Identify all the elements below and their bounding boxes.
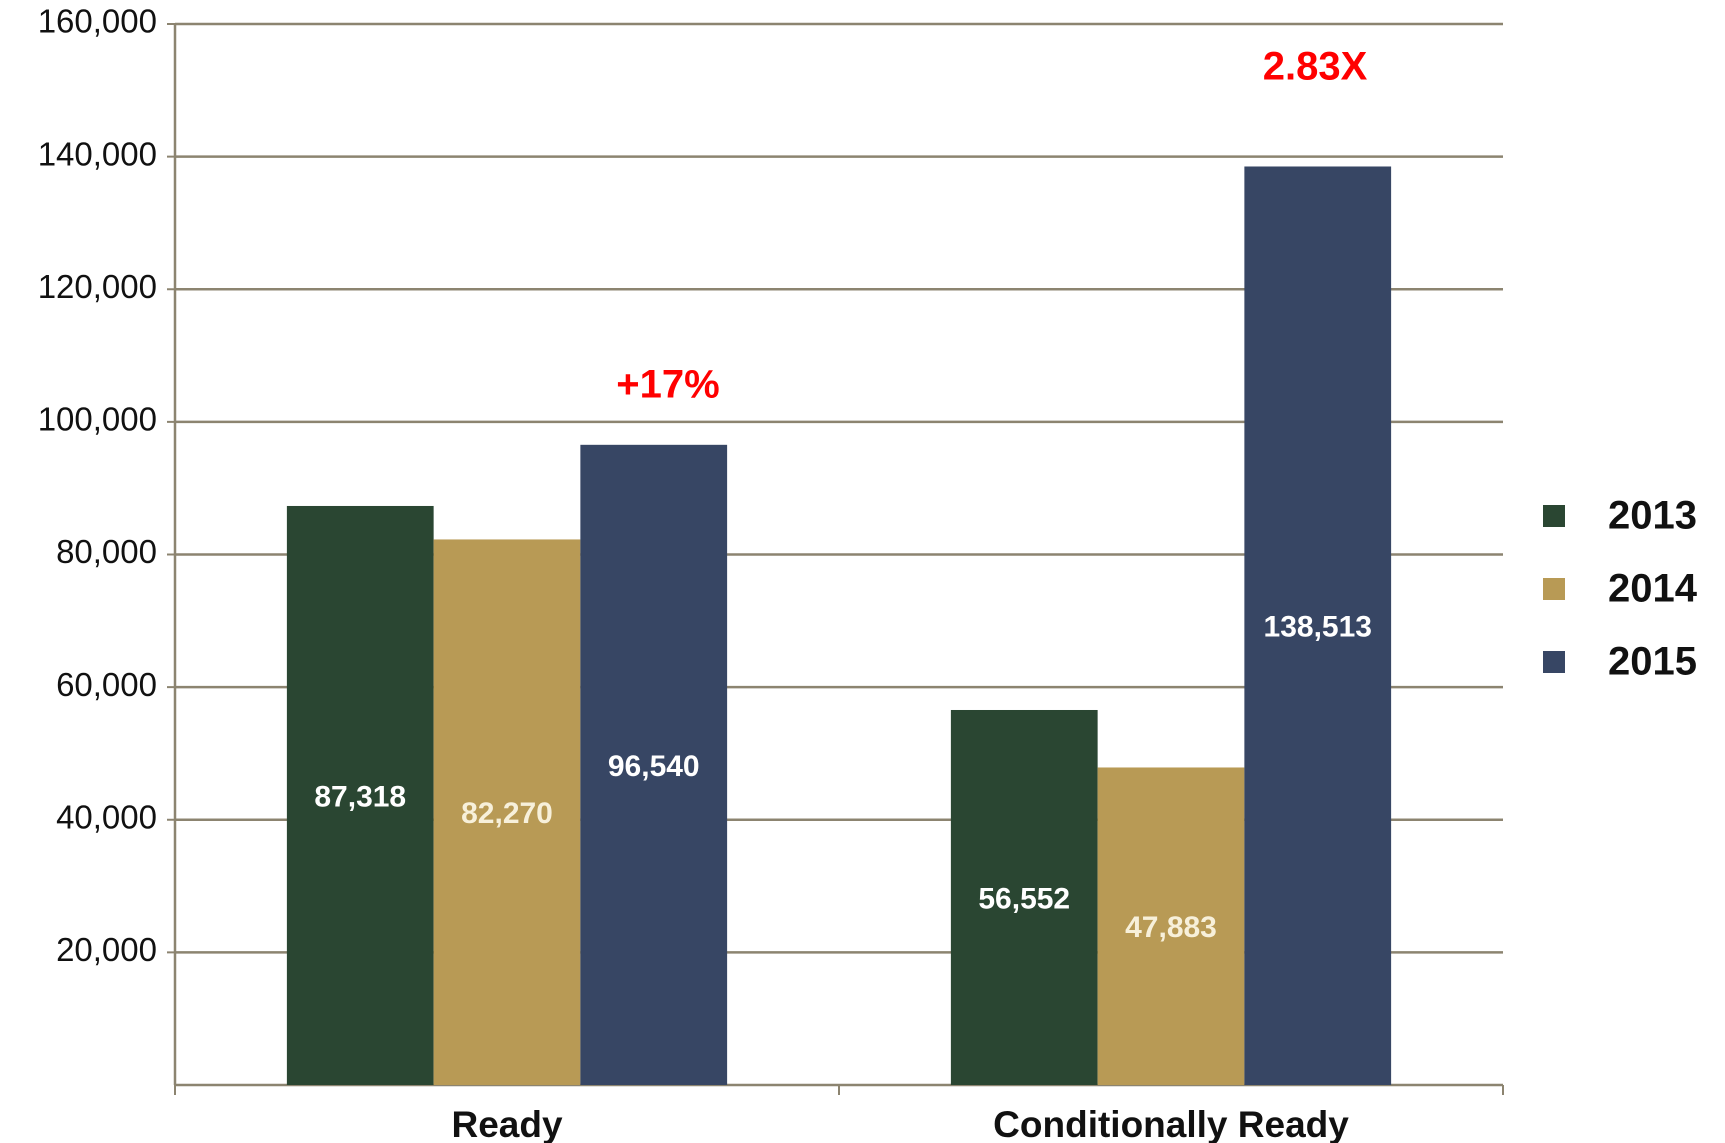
legend-label: 2015 [1608,640,1697,684]
bar [286,505,434,1085]
value-label: 96,540 [608,750,700,783]
y-tick-label: 40,000 [56,798,157,835]
x-tick-label: Conditionally Ready [993,1104,1349,1143]
bar [1097,767,1245,1085]
y-tick-label: 80,000 [56,533,157,570]
value-label: 138,513 [1264,611,1372,644]
bar [950,709,1098,1085]
value-label: 87,318 [314,780,406,813]
legend-swatch [1543,651,1565,673]
y-tick-label: 20,000 [56,931,157,968]
legend-label: 2013 [1608,494,1697,538]
bar [1244,166,1392,1086]
bar [580,444,728,1086]
y-tick-label: 160,000 [38,3,157,40]
value-label: 47,883 [1125,911,1217,944]
annotation: +17% [616,363,719,407]
legend-swatch [1543,578,1565,600]
y-tick-label: 60,000 [56,666,157,703]
bar [433,539,581,1085]
value-label: 56,552 [978,882,1070,915]
x-tick-label: Ready [451,1104,562,1143]
y-tick-label: 100,000 [38,401,157,438]
y-tick-label: 120,000 [38,268,157,305]
legend-label: 2014 [1608,567,1698,611]
value-label: 82,270 [461,797,553,830]
annotation: 2.83X [1263,45,1368,89]
legend-swatch [1543,505,1565,527]
y-tick-label: 140,000 [38,135,157,172]
